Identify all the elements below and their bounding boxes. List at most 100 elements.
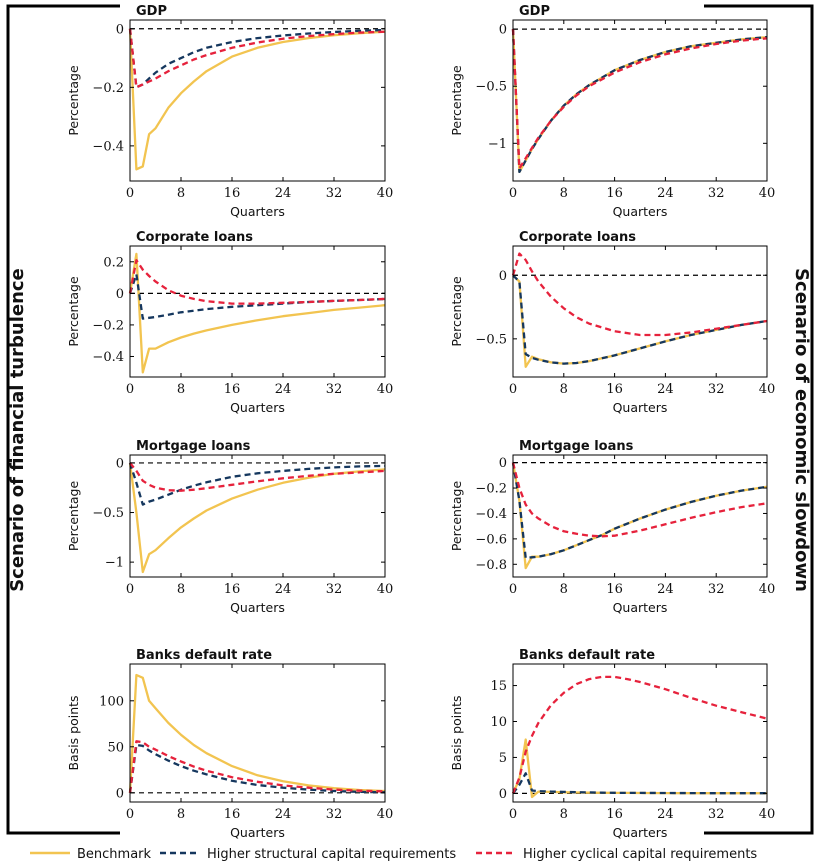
y-tick-label: 0 (116, 456, 124, 471)
y-tick-label: 50 (107, 740, 124, 755)
chart-title: Banks default rate (519, 648, 655, 663)
x-tick-label: 0 (126, 186, 134, 201)
series-line-cyclical (511, 29, 768, 170)
chart-panel-right-2: Mortgage loans 0 8 16 24 32 40 0 −0.2 −0.4 −0.6 −0.… (449, 439, 775, 615)
y-axis-label: Basis points (66, 695, 81, 770)
x-tick-label: 40 (377, 186, 394, 201)
legend-label-cyclical: Higher cyclical capital requirements (523, 847, 757, 862)
plot-frame (512, 19, 768, 182)
x-tick-label: 0 (126, 382, 134, 397)
chart-title: GDP (136, 4, 167, 19)
series-line-structural (511, 462, 768, 560)
chart-title: Banks default rate (136, 648, 272, 663)
left-scenario-label: Scenario of financial turbulence (7, 268, 28, 592)
plot-frame (129, 245, 386, 378)
chart-panel-left-0: GDP 0 8 16 24 32 40 0 −0.2 −0.4 Quarters Percentage (66, 4, 393, 219)
chart-title: GDP (519, 4, 550, 19)
plot-frame (512, 663, 768, 803)
y-tick-label: −0.8 (475, 558, 507, 573)
series-line-cyclical (128, 740, 386, 793)
left-scenario-bracket (6, 4, 120, 835)
x-tick-label: 40 (377, 582, 394, 597)
y-tick-label: −0.4 (475, 507, 507, 522)
x-tick-label: 24 (275, 807, 292, 822)
x-axis-label: Quarters (230, 204, 285, 219)
x-axis-label: Quarters (613, 400, 668, 415)
y-tick-label: 15 (490, 679, 507, 694)
x-tick-label: 0 (126, 582, 134, 597)
chart-title: Mortgage loans (519, 439, 634, 454)
chart-panel-left-2: Mortgage loans 0 8 16 24 32 40 0 −0.5 −1 Quarters P… (66, 439, 393, 615)
right-scenario-label: Scenario of economic slowdown (791, 268, 812, 592)
y-tick-label: 5 (499, 751, 507, 766)
series-line-structural (128, 273, 386, 320)
series-line-benchmark (511, 462, 768, 570)
y-tick-label: 0 (499, 269, 507, 284)
series-line-structural (512, 274, 768, 365)
x-tick-label: 16 (224, 186, 241, 201)
x-tick-label: 16 (224, 807, 241, 822)
x-tick-label: 40 (759, 807, 776, 822)
y-tick-label: 0 (116, 786, 124, 801)
x-tick-label: 24 (657, 186, 674, 201)
x-tick-label: 8 (177, 582, 185, 597)
y-axis-label: Percentage (449, 276, 464, 347)
chart-title: Corporate loans (519, 230, 636, 245)
plot-frame (129, 19, 386, 182)
series-line-benchmark (128, 462, 386, 574)
x-tick-label: 8 (177, 807, 185, 822)
x-tick-label: 16 (606, 807, 623, 822)
series-line-benchmark (512, 274, 768, 368)
x-tick-label: 40 (377, 382, 394, 397)
chart-panels: GDP 0 8 16 24 32 40 0 −0.2 −0.4 Quarters Percentage… (66, 4, 775, 840)
x-tick-label: 16 (606, 382, 623, 397)
x-tick-label: 8 (177, 186, 185, 201)
x-tick-label: 8 (560, 807, 568, 822)
x-tick-label: 0 (509, 582, 517, 597)
series-line-structural (512, 772, 767, 795)
y-tick-label: −0.2 (92, 81, 124, 96)
y-tick-label: 0 (499, 23, 507, 38)
x-tick-label: 32 (326, 186, 343, 201)
y-tick-label: −0.5 (475, 332, 507, 347)
y-tick-label: −0.4 (92, 139, 124, 154)
series-line-cyclical (511, 675, 768, 794)
plot-frame (512, 245, 768, 378)
x-tick-label: 40 (759, 582, 776, 597)
x-tick-label: 24 (275, 582, 292, 597)
y-tick-label: 100 (99, 694, 124, 709)
plot-frame (512, 454, 768, 578)
right-scenario-bracket (704, 4, 814, 835)
y-axis-label: Percentage (66, 65, 81, 136)
series-line-benchmark (128, 28, 386, 171)
x-axis-label: Quarters (613, 204, 668, 219)
x-tick-label: 0 (126, 807, 134, 822)
series-line-cyclical (128, 259, 386, 305)
series-line-structural (128, 743, 386, 794)
x-tick-label: 24 (275, 186, 292, 201)
x-tick-label: 24 (657, 807, 674, 822)
chart-panel-right-1: Corporate loans 0 8 16 24 32 40 0 −0.5 Quarters Pe… (449, 230, 775, 415)
y-tick-label: 10 (490, 715, 507, 730)
x-tick-label: 16 (224, 582, 241, 597)
series-line-benchmark (128, 673, 386, 793)
x-tick-label: 32 (708, 582, 725, 597)
y-tick-label: 0 (116, 287, 124, 302)
chart-panel-left-3: Banks default rate 0 8 16 24 32 40 0 50 100 Quarte… (66, 648, 393, 840)
series-line-benchmark (511, 738, 768, 799)
y-axis-label: Basis points (449, 695, 464, 770)
x-tick-label: 40 (377, 807, 394, 822)
plot-frame (129, 454, 386, 578)
x-tick-label: 0 (509, 382, 517, 397)
x-tick-label: 8 (177, 382, 185, 397)
y-tick-label: −0.5 (92, 506, 124, 521)
x-tick-label: 8 (560, 186, 568, 201)
x-tick-label: 40 (759, 382, 776, 397)
series-line-cyclical (511, 462, 768, 538)
x-tick-label: 32 (708, 807, 725, 822)
x-axis-label: Quarters (230, 825, 285, 840)
x-tick-label: 16 (606, 186, 623, 201)
x-axis-label: Quarters (230, 400, 285, 415)
y-tick-label: −0.5 (475, 80, 507, 95)
